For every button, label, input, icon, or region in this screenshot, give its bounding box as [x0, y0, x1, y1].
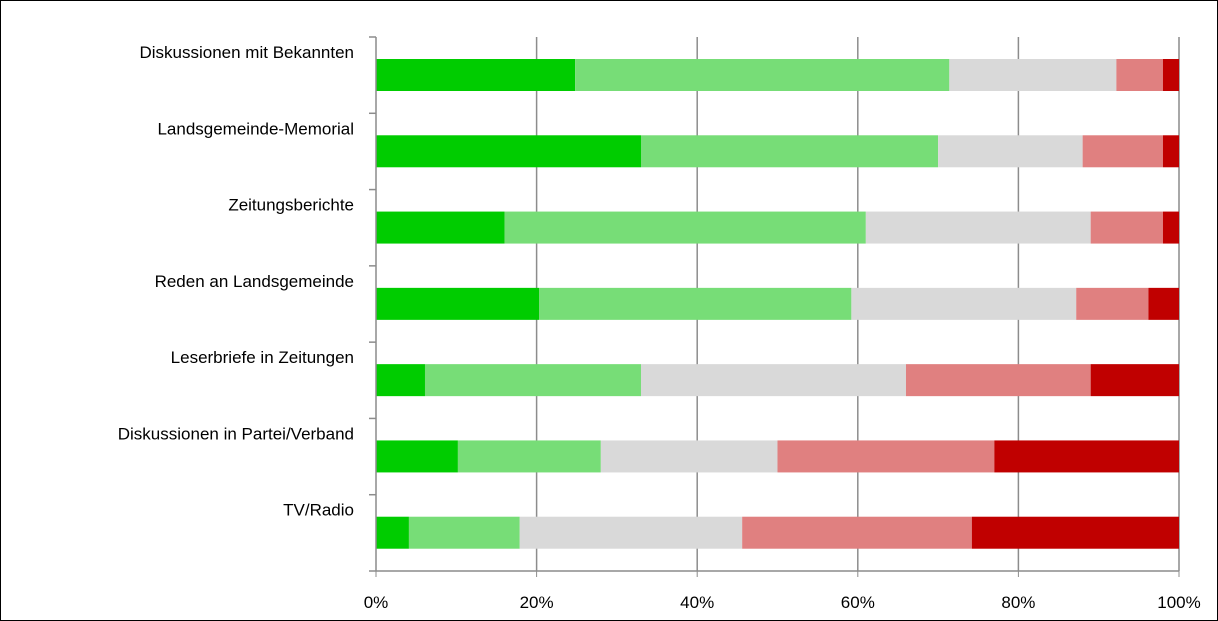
bar-segment-2-1: [376, 135, 641, 168]
bar-segment-3-3: [865, 211, 1091, 244]
bar-segment-7-2: [408, 516, 520, 549]
bar-segment-6-2: [457, 440, 601, 473]
bar-segment-2-2: [640, 135, 939, 168]
x-tick-label: 80%: [1001, 593, 1035, 612]
bar-segment-3-1: [376, 211, 505, 244]
category-label: Leserbriefe in Zeitungen: [171, 348, 354, 367]
bar-segment-4-1: [376, 287, 540, 320]
category-label: Zeitungsberichte: [228, 196, 354, 215]
bar-segment-7-5: [971, 516, 1179, 549]
bar-segment-6-5: [994, 440, 1179, 473]
bar-segment-6-1: [376, 440, 458, 473]
bar-segment-6-4: [777, 440, 995, 473]
bar-segment-3-2: [504, 211, 866, 244]
bar-segment-4-4: [1076, 287, 1149, 320]
x-tick-label: 60%: [841, 593, 875, 612]
bar-segment-1-5: [1162, 59, 1179, 91]
bar-segment-2-5: [1162, 135, 1179, 168]
bar-segment-5-1: [376, 364, 425, 397]
category-label: Landsgemeinde-Memorial: [157, 119, 354, 138]
bar-segment-1-2: [575, 59, 950, 91]
x-tick-label: 0%: [364, 593, 389, 612]
bar-segment-5-4: [905, 364, 1091, 397]
bar-segment-7-3: [519, 516, 743, 549]
category-label: Diskussionen mit Bekannten: [139, 43, 354, 62]
labels: 0% 20% 40% 60% 80% 100% Diskussionen mit Bekan…: [118, 43, 1201, 612]
bar-segment-2-3: [938, 135, 1083, 168]
bar-segment-1-4: [1116, 59, 1163, 91]
bar-segment-1-3: [949, 59, 1117, 91]
x-tick-label: 40%: [680, 593, 714, 612]
bar-segment-6-3: [600, 440, 778, 473]
x-tick-label: 100%: [1157, 593, 1200, 612]
bar-segment-5-5: [1090, 364, 1179, 397]
x-tick-label: 20%: [520, 593, 554, 612]
bar-segment-3-5: [1162, 211, 1179, 244]
bar-segment-1-1: [376, 59, 576, 91]
bar-segment-5-3: [640, 364, 906, 397]
bar-segment-4-3: [851, 287, 1077, 320]
category-label: Diskussionen in Partei/Verband: [118, 424, 354, 443]
bar-segment-3-4: [1090, 211, 1163, 244]
bar-segment-7-1: [376, 516, 409, 549]
bars: [376, 59, 1179, 549]
category-label: Reden an Landsgemeinde: [155, 272, 354, 291]
bar-segment-4-2: [539, 287, 852, 320]
bar-segment-2-4: [1082, 135, 1163, 168]
category-label: TV/Radio: [283, 501, 354, 520]
bar-segment-7-4: [742, 516, 972, 549]
axes: [369, 36, 1180, 577]
bar-segment-4-5: [1148, 287, 1179, 320]
bar-segment-5-2: [424, 364, 641, 397]
